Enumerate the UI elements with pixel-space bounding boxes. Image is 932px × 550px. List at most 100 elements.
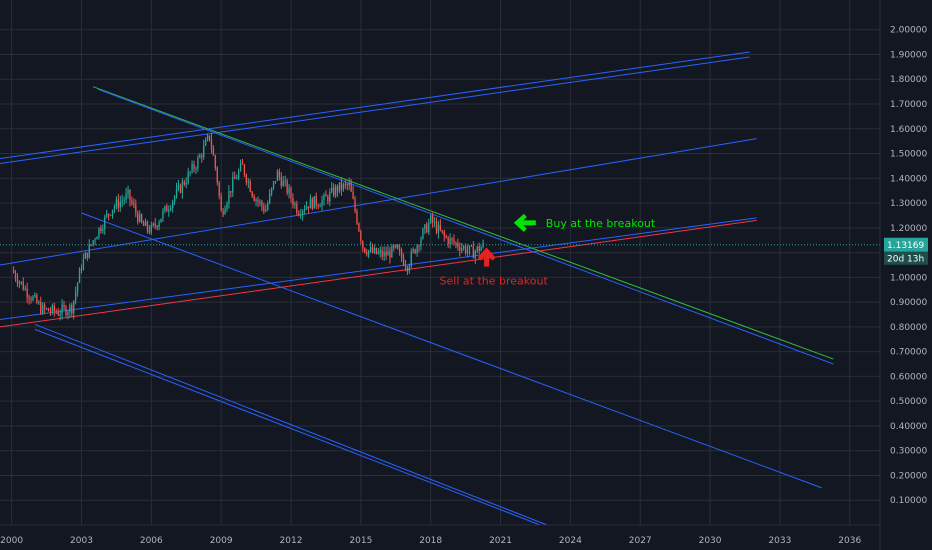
candle-body xyxy=(424,224,426,229)
candle-body xyxy=(259,201,261,203)
candle-body xyxy=(98,227,100,238)
candle-body xyxy=(445,236,447,238)
candle-body xyxy=(267,203,269,210)
candle-body xyxy=(218,182,220,196)
candle-body xyxy=(431,215,434,223)
candle-body xyxy=(96,237,98,240)
candle-body xyxy=(272,181,275,188)
candle-body xyxy=(249,181,251,192)
candle-body xyxy=(65,306,67,316)
candle-body xyxy=(428,222,430,233)
trendline-resistance-green[interactable] xyxy=(92,86,834,360)
candle-body xyxy=(43,304,46,309)
trendline-bottom-channel-2[interactable] xyxy=(34,328,541,526)
candle-body xyxy=(173,196,176,202)
candle-body xyxy=(206,135,209,140)
trendline-bottom-channel-1[interactable] xyxy=(34,323,548,526)
time-axis[interactable]: 2000 2003 2006 2009 2012 2015 2018 2021 2024 2027… xyxy=(0,536,861,546)
candle-body xyxy=(119,201,121,208)
candle-body xyxy=(462,246,465,249)
trendline-resistance-blue[interactable] xyxy=(97,88,834,365)
candle-body xyxy=(51,305,54,312)
candle-body xyxy=(301,210,304,215)
candle-body xyxy=(441,230,443,232)
candle-body xyxy=(189,171,191,173)
candle-body xyxy=(398,248,401,251)
candle-body xyxy=(201,155,203,158)
candle-body xyxy=(53,305,55,312)
candle-body xyxy=(331,187,333,192)
trendline-lower-support-blue[interactable] xyxy=(0,217,757,320)
candle-body xyxy=(204,139,207,146)
candle-body xyxy=(247,181,249,183)
candle-body xyxy=(459,247,461,251)
candle-body xyxy=(57,312,59,316)
candle-body xyxy=(179,184,182,193)
trendline-mid-upper-channel[interactable] xyxy=(0,138,757,266)
candle-body xyxy=(222,210,224,215)
candle-body xyxy=(383,251,385,257)
candle-body xyxy=(387,250,389,256)
candle-body xyxy=(369,247,372,251)
candle-body xyxy=(303,209,306,211)
candle-body xyxy=(457,242,459,248)
candle-body xyxy=(364,247,366,253)
candle-body xyxy=(251,191,253,197)
candle-body xyxy=(350,182,352,192)
candle-body xyxy=(234,177,236,179)
candle-body xyxy=(426,224,428,233)
candle-body xyxy=(139,214,141,222)
candle-body xyxy=(214,155,217,168)
candle-body xyxy=(104,216,106,230)
candle-body xyxy=(162,210,164,219)
candle-body xyxy=(435,221,438,233)
y-tick-label: 1.70000 xyxy=(890,100,927,110)
candle-body xyxy=(175,188,178,197)
candle-body xyxy=(67,312,69,316)
candle-body xyxy=(34,295,36,297)
candle-body xyxy=(86,252,88,258)
candle-body xyxy=(253,196,255,201)
candle-body xyxy=(410,251,412,266)
candle-body xyxy=(342,183,345,190)
candle-body xyxy=(74,291,77,301)
candle-body xyxy=(20,281,23,283)
candle-body xyxy=(226,203,228,210)
candle-body xyxy=(160,218,162,223)
candle-body xyxy=(412,249,414,252)
candle-body xyxy=(170,208,172,210)
candle-body xyxy=(78,268,81,283)
candle-body xyxy=(329,191,331,202)
countdown-box xyxy=(884,251,928,265)
candle-body xyxy=(354,198,356,211)
y-tick-label: 1.20000 xyxy=(890,224,927,234)
buy-arrow-icon xyxy=(513,213,536,232)
candle-body xyxy=(276,171,279,181)
trendline-descending-channel[interactable] xyxy=(81,212,822,489)
candle-body xyxy=(45,308,48,310)
candle-body xyxy=(476,246,478,252)
trendline-channel-top-2[interactable] xyxy=(0,51,750,159)
candle-body xyxy=(80,268,83,270)
candle-body xyxy=(236,178,238,180)
candle-body xyxy=(148,229,151,233)
candle-body xyxy=(144,221,147,226)
candle-body xyxy=(443,231,445,237)
y-tick-label: 0.70000 xyxy=(890,348,927,358)
candle-body xyxy=(26,288,28,298)
price-axis[interactable]: 0.10000 0.20000 0.30000 0.40000 0.50000 0.600… xyxy=(890,26,927,507)
candle-body xyxy=(245,175,248,183)
candle-body xyxy=(111,209,114,216)
candle-body xyxy=(16,278,19,284)
last-price-value: 1.13169 xyxy=(887,241,924,251)
candle-body xyxy=(243,164,246,176)
candle-body xyxy=(400,250,403,258)
candle-body xyxy=(265,209,267,212)
trendline-channel-top-1[interactable] xyxy=(0,56,750,164)
candle-body xyxy=(474,251,476,259)
candle-body xyxy=(334,186,337,196)
candle-body xyxy=(22,281,24,290)
trendline-support-red[interactable] xyxy=(0,219,757,328)
